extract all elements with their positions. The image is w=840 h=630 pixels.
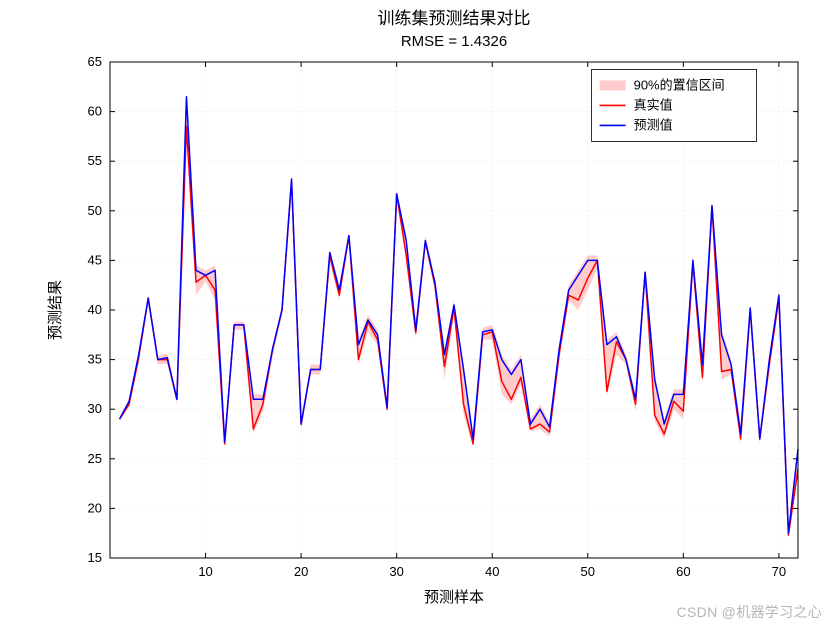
xtick-label: 50 [581,564,595,579]
ytick-label: 65 [88,54,102,69]
xtick-label: 40 [485,564,499,579]
legend-swatch-ci [600,80,626,90]
xtick-label: 30 [389,564,403,579]
ylabel: 预测结果 [47,280,64,340]
chart-title: 训练集预测结果对比 [378,9,531,28]
xlabel: 预测样本 [424,589,484,606]
ytick-label: 55 [88,153,102,168]
ytick-label: 60 [88,104,102,119]
legend-label: 真实值 [634,97,673,112]
legend-label: 90%的置信区间 [634,77,725,92]
ytick-label: 45 [88,252,102,267]
xtick-label: 70 [772,564,786,579]
xtick-label: 60 [676,564,690,579]
ytick-label: 40 [88,302,102,317]
legend-label: 预测值 [634,117,673,132]
chart-subtitle: RMSE = 1.4326 [401,33,507,50]
chart-container: 10 20 30 40 50 60 70 15 20 25 30 35 40 45 50 55 60 65 训练集预… [0,0,840,630]
ytick-label: 25 [88,451,102,466]
ytick-label: 30 [88,401,102,416]
ytick-label: 35 [88,352,102,367]
chart-svg: 10 20 30 40 50 60 70 15 20 25 30 35 40 45 50 55 60 65 训练集预… [0,0,840,630]
ytick-label: 20 [88,500,102,515]
xtick-label: 10 [198,564,212,579]
ytick-label: 50 [88,203,102,218]
ytick-label: 15 [88,550,102,565]
xtick-label: 20 [294,564,308,579]
